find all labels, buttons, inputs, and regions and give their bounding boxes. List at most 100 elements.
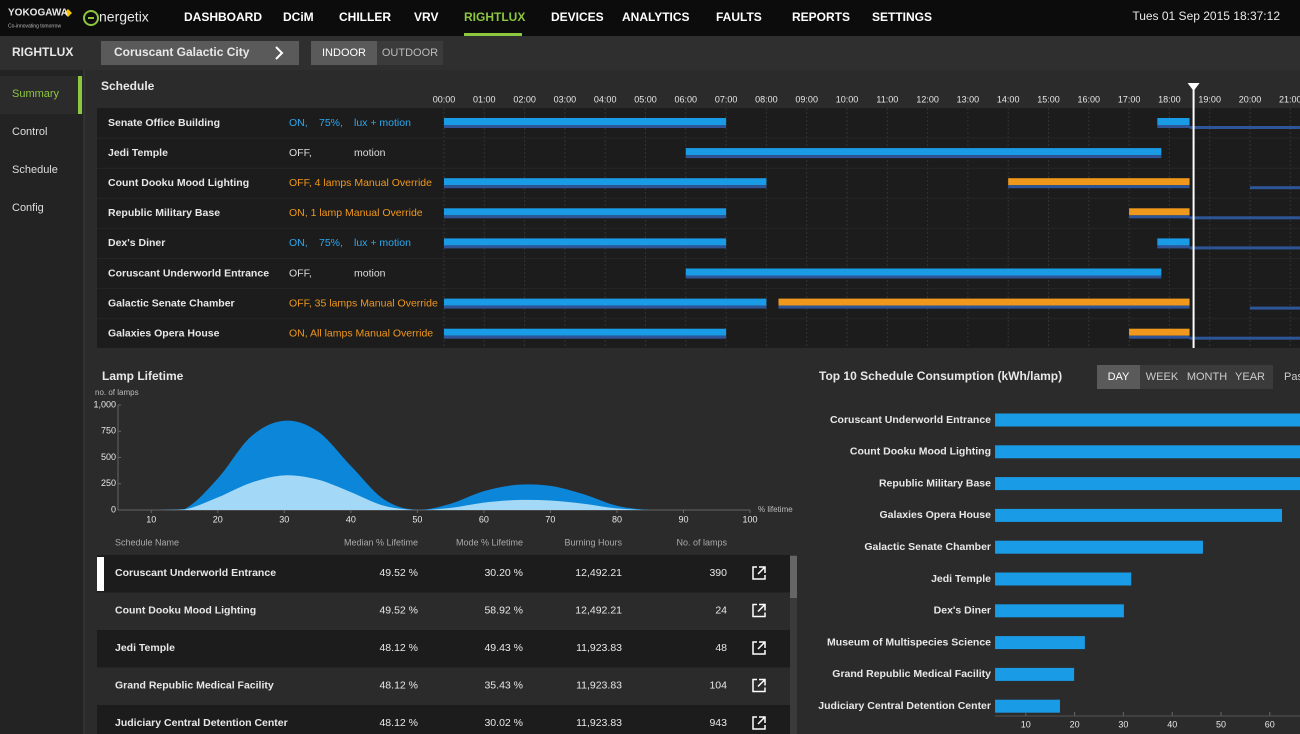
view-toggle[interactable] bbox=[311, 41, 377, 65]
bar-category: Jedi Temple bbox=[931, 573, 991, 585]
table-row[interactable] bbox=[97, 555, 790, 593]
schedule-bar-base bbox=[444, 305, 767, 309]
open-icon[interactable] bbox=[752, 566, 766, 580]
schedule-bar-base bbox=[444, 125, 727, 128]
nav-item[interactable]: ANALYTICS bbox=[622, 10, 690, 24]
nav-item[interactable]: CHILLER bbox=[339, 10, 391, 24]
y-axis-label: no. of lamps bbox=[95, 388, 139, 397]
nav-item[interactable]: REPORTS bbox=[792, 10, 850, 24]
nav-item[interactable]: VRV bbox=[414, 10, 438, 24]
nav-item[interactable]: RIGHTLUX bbox=[464, 10, 525, 24]
schedule-bar bbox=[444, 178, 767, 186]
table-cell: 58.92 % bbox=[484, 604, 523, 616]
bar-category: Galactic Senate Chamber bbox=[864, 541, 991, 553]
schedule-bar-base bbox=[685, 275, 1162, 279]
period-toggle[interactable] bbox=[1097, 365, 1140, 389]
schedule-status: OFF, bbox=[289, 267, 312, 279]
bar bbox=[995, 508, 1282, 522]
hour-label: 08:00 bbox=[755, 94, 778, 104]
sidebar-item[interactable]: Schedule bbox=[12, 164, 58, 176]
bar bbox=[995, 477, 1300, 491]
location[interactable]: Coruscant Galactic City bbox=[114, 45, 250, 59]
schedule-name: Coruscant Underworld Entrance bbox=[108, 267, 269, 279]
hour-label: 21:00 bbox=[1279, 94, 1300, 104]
period-label[interactable]: DAY bbox=[1108, 371, 1130, 383]
bar-category: Grand Republic Medical Facility bbox=[832, 668, 991, 680]
x-tick-label: 30 bbox=[1118, 719, 1128, 729]
table-cell: 30.02 % bbox=[484, 717, 523, 729]
y-tick-label: 500 bbox=[101, 452, 116, 462]
open-icon[interactable] bbox=[752, 641, 766, 655]
table-cell: 943 bbox=[709, 717, 727, 729]
bar-category: Coruscant Underworld Entrance bbox=[830, 414, 991, 426]
y-tick-label: 0 bbox=[111, 504, 116, 514]
nav-item[interactable]: DASHBOARD bbox=[184, 10, 262, 24]
nav-item[interactable]: DCiM bbox=[283, 10, 314, 24]
bar bbox=[995, 572, 1132, 586]
table-cell: Judiciary Central Detention Center bbox=[115, 717, 288, 729]
x-tick-label: 50 bbox=[412, 514, 422, 524]
hour-label: 13:00 bbox=[957, 94, 980, 104]
y-tick-label: 750 bbox=[101, 426, 116, 436]
x-tick-label: 60 bbox=[479, 514, 489, 524]
x-tick-label: 40 bbox=[1167, 719, 1177, 729]
open-icon[interactable] bbox=[752, 716, 766, 730]
sidebar-item[interactable]: Summary bbox=[12, 88, 60, 100]
period-label[interactable]: MONTH bbox=[1187, 371, 1227, 383]
period-label[interactable]: Pas bbox=[1284, 371, 1300, 383]
x-tick-label: 40 bbox=[346, 514, 356, 524]
schedule-bar-base bbox=[685, 155, 1162, 159]
location-button[interactable] bbox=[101, 41, 299, 65]
column-header: Mode % Lifetime bbox=[456, 537, 523, 547]
view-toggle-label[interactable]: INDOOR bbox=[322, 47, 366, 59]
table-cell: 11,923.83 bbox=[576, 717, 622, 729]
period-label[interactable]: WEEK bbox=[1146, 371, 1179, 383]
table-row[interactable] bbox=[97, 667, 790, 706]
nav-item[interactable]: DEVICES bbox=[551, 10, 604, 24]
period-label[interactable]: YEAR bbox=[1235, 371, 1265, 383]
bar bbox=[995, 699, 1060, 713]
table-cell: 11,923.83 bbox=[576, 679, 622, 691]
hour-label: 17:00 bbox=[1118, 94, 1141, 104]
chevron-icon[interactable] bbox=[275, 46, 284, 60]
schedule-status: 75%, bbox=[319, 117, 343, 129]
column-header: Burning Hours bbox=[564, 537, 622, 547]
schedule-planned bbox=[1189, 246, 1300, 250]
bar bbox=[995, 445, 1300, 459]
schedule-bar-base bbox=[1157, 245, 1190, 249]
schedule-status: OFF, 35 lamps Manual Override bbox=[289, 297, 438, 309]
schedule-status: 75%, bbox=[319, 237, 343, 249]
schedule-name: Jedi Temple bbox=[108, 147, 168, 159]
view-toggle[interactable] bbox=[377, 41, 443, 65]
hour-label: 00:00 bbox=[433, 94, 456, 104]
hour-label: 16:00 bbox=[1078, 94, 1101, 104]
schedule-bar bbox=[444, 238, 727, 246]
sidebar-item[interactable]: Control bbox=[12, 126, 47, 138]
nav-item[interactable]: SETTINGS bbox=[872, 10, 932, 24]
table-cell: 30.20 % bbox=[484, 567, 523, 579]
open-icon[interactable] bbox=[752, 678, 766, 693]
panel-title: Lamp Lifetime bbox=[102, 369, 184, 383]
view-toggle-label[interactable]: OUTDOOR bbox=[382, 47, 438, 59]
table-row[interactable] bbox=[97, 630, 790, 668]
hour-label: 01:00 bbox=[473, 94, 496, 104]
column-header: Schedule Name bbox=[115, 537, 179, 547]
schedule-bar bbox=[1008, 178, 1190, 186]
table-cell: 48 bbox=[715, 642, 727, 654]
bar bbox=[995, 413, 1300, 427]
bar-category: Judiciary Central Detention Center bbox=[818, 700, 991, 712]
nav-item[interactable]: FAULTS bbox=[716, 10, 762, 24]
column-header: Median % Lifetime bbox=[344, 537, 418, 547]
sidebar-active bbox=[0, 76, 84, 114]
sidebar-item[interactable]: Config bbox=[12, 202, 44, 214]
panel-title: Schedule bbox=[101, 79, 155, 93]
table-row[interactable] bbox=[97, 592, 790, 631]
hour-label: 05:00 bbox=[634, 94, 657, 104]
table-row[interactable] bbox=[97, 705, 790, 734]
bar bbox=[995, 636, 1085, 650]
open-icon[interactable] bbox=[752, 603, 766, 618]
table-cell: 49.52 % bbox=[379, 567, 418, 579]
schedule-status: lux + motion bbox=[354, 117, 411, 129]
scrollbar-thumb[interactable] bbox=[790, 556, 797, 598]
brand: YOKOGAWA bbox=[8, 8, 68, 19]
